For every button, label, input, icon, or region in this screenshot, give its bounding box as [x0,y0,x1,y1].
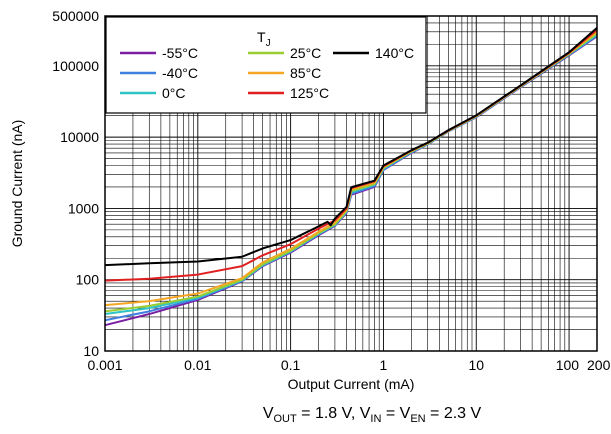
plot-frame [104,15,598,352]
condition-caption: VOUT = 1.8 V, VIN = VEN = 2.3 V [263,405,482,425]
caption-part-4: = 2.3 V [426,405,482,422]
caption-sub-1: OUT [273,413,297,425]
legend-box [105,16,427,114]
caption-part-1: V [263,405,274,422]
x-axis-title: Output Current (mA) [288,376,415,392]
caption-part-3: = V [381,405,410,422]
y-axis-tick-labels: 10 100 1000 10000 100000 500000 [52,8,99,359]
legend-label: -55°C [162,45,198,61]
legend-title: TJ [257,29,271,49]
y-tick-label: 100000 [52,58,99,74]
y-tick-label: 1000 [68,200,99,216]
x-axis-tick-labels: 0.001 0.01 0.1 1 10 100 200 [87,357,610,373]
x-tick-label: 1 [380,357,388,373]
legend-label: 25°C [290,45,321,61]
x-tick-label: 0.01 [184,357,211,373]
x-tick-label: 200 [587,357,611,373]
caption-sub-2: IN [370,413,381,425]
legend-title-main: T [257,29,266,45]
legend-label: -40°C [162,65,198,81]
legend-entries: -55°C -40°C 0°C 25°C 85°C 125°C 140°C [120,45,414,101]
legend-title-sub: J [266,38,271,49]
y-tick-label: 100 [76,272,100,288]
x-tick-label: 0.001 [87,357,122,373]
x-tick-label: 100 [556,357,580,373]
legend-label: 0°C [162,85,186,101]
caption-sub-3: EN [410,413,425,425]
y-tick-label: 10000 [60,129,99,145]
caption-part-2: = 1.8 V, V [297,405,371,422]
x-tick-label: 10 [468,357,484,373]
x-tick-label: 0.1 [281,357,301,373]
legend-label: 140°C [375,45,414,61]
series-layer [104,27,598,327]
legend-label: 125°C [290,85,329,101]
y-tick-label: 500000 [52,8,99,24]
y-axis-title: Ground Current (nA) [9,120,25,248]
y-tick-label: 10 [83,343,99,359]
legend: TJ -55°C -40°C 0°C 25°C 85°C 125°C 140°C [105,16,427,114]
legend-label: 85°C [290,65,321,81]
series-line-140°C [104,27,598,267]
